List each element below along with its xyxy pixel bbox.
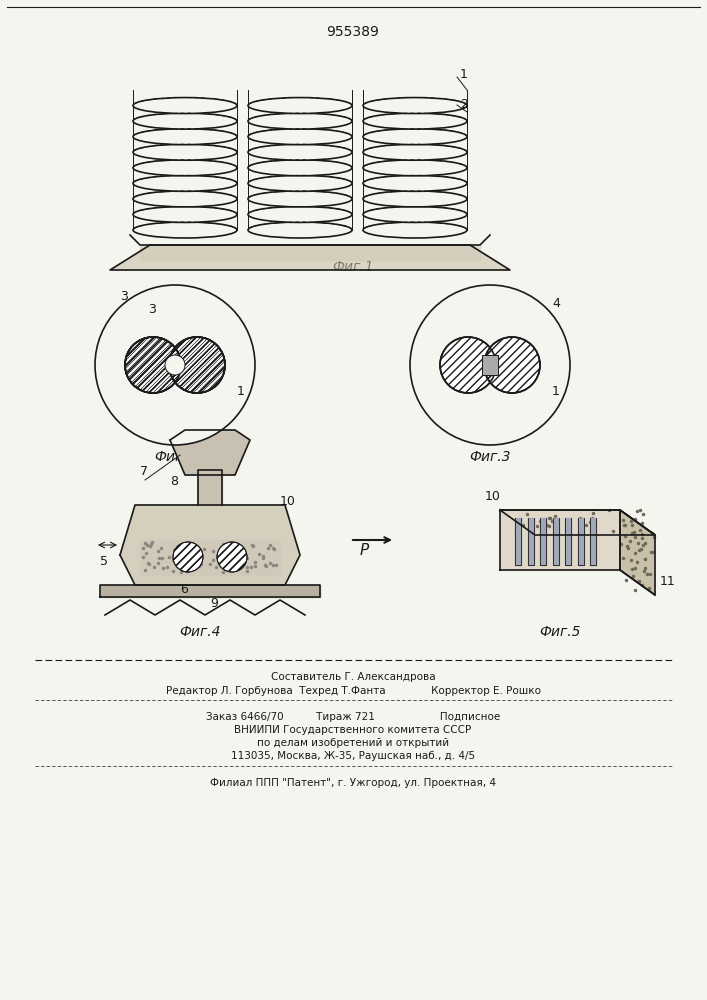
Polygon shape [578, 518, 584, 565]
Text: 9: 9 [210, 597, 218, 610]
Ellipse shape [248, 129, 352, 145]
Ellipse shape [248, 160, 352, 176]
Text: 3: 3 [148, 303, 156, 316]
Ellipse shape [133, 129, 237, 145]
Polygon shape [170, 430, 250, 475]
Text: 113035, Москва, Ж-35, Раушская наб., д. 4/5: 113035, Москва, Ж-35, Раушская наб., д. … [231, 751, 475, 761]
Text: P: P [360, 543, 369, 558]
Circle shape [217, 542, 247, 572]
Ellipse shape [248, 206, 352, 222]
Polygon shape [500, 510, 655, 535]
Polygon shape [590, 518, 597, 565]
Polygon shape [500, 510, 620, 570]
Text: 10: 10 [280, 495, 296, 508]
Text: 1: 1 [552, 385, 560, 398]
Ellipse shape [133, 113, 237, 129]
Ellipse shape [363, 191, 467, 207]
Text: 7: 7 [140, 465, 148, 478]
Text: Заказ 6466/70          Тираж 721                    Подписное: Заказ 6466/70 Тираж 721 Подписное [206, 712, 500, 722]
Ellipse shape [363, 160, 467, 176]
Polygon shape [515, 518, 521, 565]
Text: 1: 1 [237, 385, 245, 398]
Ellipse shape [133, 191, 237, 207]
Polygon shape [110, 245, 510, 270]
Circle shape [169, 337, 225, 393]
Ellipse shape [248, 98, 352, 114]
Polygon shape [620, 510, 655, 595]
Ellipse shape [133, 206, 237, 222]
Ellipse shape [363, 222, 467, 238]
Text: 11: 11 [660, 575, 676, 588]
Text: по делам изобретений и открытий: по делам изобретений и открытий [257, 738, 449, 748]
Text: Фиг.1: Фиг.1 [332, 260, 374, 274]
Circle shape [173, 542, 203, 572]
Polygon shape [565, 518, 571, 565]
Circle shape [410, 285, 570, 445]
Polygon shape [553, 518, 559, 565]
Ellipse shape [363, 98, 467, 114]
Circle shape [125, 337, 181, 393]
Text: Редактор Л. Горбунова  Техред Т.Фанта              Корректор Е. Рошко: Редактор Л. Горбунова Техред Т.Фанта Кор… [165, 686, 540, 696]
Ellipse shape [363, 175, 467, 191]
Circle shape [165, 355, 185, 375]
Text: Филиал ППП "Патент", г. Ужгород, ул. Проектная, 4: Филиал ППП "Патент", г. Ужгород, ул. Про… [210, 778, 496, 788]
Polygon shape [540, 518, 547, 565]
Text: Фиг.5: Фиг.5 [539, 625, 580, 639]
Text: 2: 2 [460, 99, 468, 111]
Text: Фиг.3: Фиг.3 [469, 450, 510, 464]
Ellipse shape [133, 98, 237, 114]
Ellipse shape [133, 160, 237, 176]
Circle shape [484, 337, 540, 393]
Ellipse shape [363, 144, 467, 160]
Ellipse shape [248, 191, 352, 207]
Text: 955389: 955389 [327, 25, 380, 39]
Circle shape [125, 337, 181, 393]
Circle shape [440, 337, 496, 393]
Text: Составитель Г. Александрова: Составитель Г. Александрова [271, 672, 436, 682]
Ellipse shape [133, 144, 237, 160]
Ellipse shape [363, 113, 467, 129]
Text: ВНИИПИ Государственного комитета СССР: ВНИИПИ Государственного комитета СССР [235, 725, 472, 735]
Text: 5: 5 [100, 555, 108, 568]
Ellipse shape [248, 113, 352, 129]
Ellipse shape [133, 175, 237, 191]
Text: 6: 6 [180, 583, 188, 596]
Circle shape [169, 337, 225, 393]
Ellipse shape [248, 144, 352, 160]
Polygon shape [100, 585, 320, 597]
Text: 4: 4 [552, 297, 560, 310]
Text: 3: 3 [120, 290, 128, 303]
Bar [482, 355, 498, 375]
Text: 1: 1 [460, 68, 468, 82]
Text: 10: 10 [485, 490, 501, 503]
Circle shape [95, 285, 255, 445]
Ellipse shape [363, 129, 467, 145]
Text: 8: 8 [170, 475, 178, 488]
Text: Фиг.4: Фиг.4 [180, 625, 221, 639]
Ellipse shape [248, 222, 352, 238]
Ellipse shape [363, 206, 467, 222]
Ellipse shape [133, 222, 237, 238]
Polygon shape [527, 518, 534, 565]
Text: Фиг.2: Фиг.2 [154, 450, 196, 464]
Polygon shape [140, 540, 280, 575]
Polygon shape [120, 505, 300, 585]
Ellipse shape [248, 175, 352, 191]
Polygon shape [198, 470, 222, 505]
